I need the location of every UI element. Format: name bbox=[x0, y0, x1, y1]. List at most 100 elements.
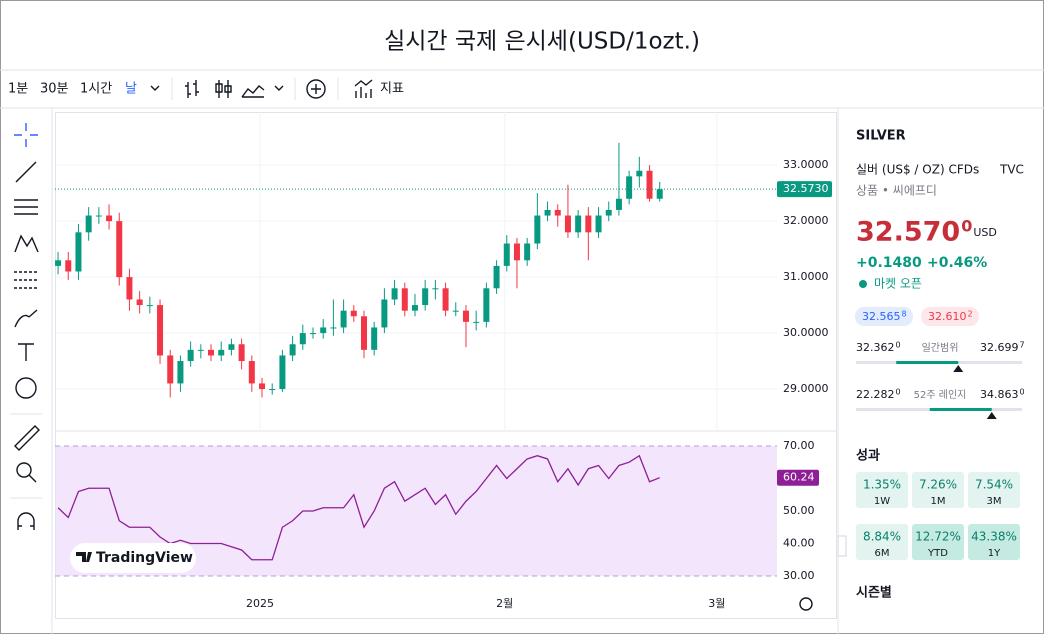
exchange: TVC bbox=[999, 163, 1024, 177]
candle-body bbox=[299, 333, 306, 345]
change-pct: +0.46% bbox=[927, 255, 987, 271]
perf-tile bbox=[856, 524, 908, 560]
text-tool[interactable] bbox=[18, 343, 34, 361]
bar-icon[interactable] bbox=[185, 80, 199, 98]
candle-body bbox=[136, 299, 143, 306]
candle-body bbox=[432, 288, 439, 290]
candle-icon[interactable] bbox=[215, 80, 232, 98]
last-price-tag bbox=[777, 181, 832, 198]
price-sup: 0 bbox=[961, 217, 972, 236]
y-tick-label: 30.0000 bbox=[783, 326, 829, 339]
rsi-tick-label: 30.00 bbox=[783, 569, 815, 582]
fib-tool[interactable] bbox=[14, 199, 38, 215]
candle-body bbox=[626, 176, 633, 199]
perf-tile bbox=[912, 524, 964, 560]
candle-body bbox=[248, 361, 255, 384]
ruler-tool[interactable] bbox=[14, 425, 40, 451]
candle-body bbox=[554, 209, 561, 216]
zoom-tool[interactable] bbox=[16, 462, 32, 478]
range-low-sup: 0 bbox=[896, 341, 901, 350]
area-icon[interactable] bbox=[241, 85, 265, 98]
candle-body bbox=[401, 288, 408, 311]
candle-body bbox=[75, 232, 82, 272]
candle-body bbox=[605, 209, 612, 216]
candle-body bbox=[483, 288, 490, 322]
settings-icon[interactable] bbox=[799, 597, 813, 611]
range-fill bbox=[929, 408, 992, 411]
range-low: 22.282 bbox=[856, 388, 895, 401]
perf-tile bbox=[912, 472, 964, 508]
candle-body bbox=[218, 349, 225, 356]
candle-body bbox=[503, 243, 510, 266]
logo: TradingView bbox=[96, 550, 193, 566]
x-tick-label: 2025 bbox=[246, 597, 274, 610]
pattern-tool[interactable] bbox=[14, 234, 39, 253]
candle-body bbox=[391, 288, 398, 300]
candle-body bbox=[55, 260, 62, 266]
candle-body bbox=[452, 310, 459, 312]
rsi-tag bbox=[777, 469, 819, 486]
candle-body bbox=[575, 215, 582, 233]
candle-body bbox=[360, 316, 367, 350]
candle-body bbox=[595, 215, 602, 233]
logo-pill bbox=[70, 543, 196, 573]
status: 마켓 오픈 bbox=[874, 277, 922, 291]
candle-body bbox=[126, 277, 133, 300]
crosshair-tool[interactable] bbox=[14, 123, 38, 147]
rsi-line bbox=[57, 454, 660, 561]
candle-body bbox=[146, 305, 153, 307]
perf-tile bbox=[968, 524, 1020, 560]
perf-value: 43.38% bbox=[971, 530, 1017, 544]
interval-active[interactable]: 날 bbox=[125, 82, 137, 97]
range-fill bbox=[896, 361, 959, 364]
section-title: 성과 bbox=[856, 449, 880, 464]
bid-sup: 8 bbox=[902, 310, 907, 319]
interval[interactable]: 1시간 bbox=[80, 82, 112, 97]
interval[interactable]: 30분 bbox=[40, 82, 69, 97]
candle-body bbox=[513, 243, 520, 261]
candle-body bbox=[238, 344, 245, 362]
collapse-button[interactable] bbox=[837, 535, 847, 557]
candle-body bbox=[85, 215, 92, 233]
bid-pill bbox=[855, 307, 913, 326]
candle-body bbox=[411, 305, 418, 311]
rsi-tick-label: 50.00 bbox=[783, 504, 815, 517]
perf-value: 1.35% bbox=[863, 478, 901, 492]
range-high: 32.699 bbox=[980, 341, 1019, 354]
candle-body bbox=[544, 209, 551, 216]
add-icon[interactable] bbox=[306, 79, 326, 99]
candle-body bbox=[585, 215, 592, 233]
line-tool[interactable] bbox=[15, 161, 37, 183]
candle-body bbox=[95, 215, 102, 217]
brush-tool[interactable] bbox=[14, 309, 38, 328]
range-label: 일간범위 bbox=[922, 341, 959, 354]
candle-body bbox=[65, 260, 72, 272]
perf-value: 7.54% bbox=[975, 478, 1013, 492]
range-low: 32.362 bbox=[856, 341, 895, 354]
status-dot bbox=[859, 280, 867, 288]
indicator-icon[interactable] bbox=[354, 79, 373, 98]
chevron[interactable] bbox=[150, 85, 160, 91]
perf-value: 8.84% bbox=[863, 530, 901, 544]
candle-body bbox=[371, 327, 378, 350]
ask-sup: 2 bbox=[968, 310, 973, 319]
chevron[interactable] bbox=[274, 85, 284, 91]
price: 32.570 bbox=[856, 217, 960, 248]
indicators-button[interactable]: 지표 bbox=[380, 82, 404, 97]
emoji-tool[interactable] bbox=[15, 377, 37, 399]
range-marker bbox=[986, 412, 997, 419]
projection-tool[interactable] bbox=[14, 271, 38, 289]
range-marker bbox=[953, 365, 964, 372]
candle-body bbox=[197, 349, 204, 351]
add-icon bbox=[311, 84, 321, 94]
candle-body bbox=[524, 243, 531, 261]
candle-body bbox=[442, 288, 449, 311]
candle-body bbox=[208, 349, 215, 356]
interval[interactable]: 1분 bbox=[8, 82, 28, 97]
page-title: 실시간 국제 은시세(USD/1ozt.) bbox=[384, 29, 700, 55]
magnet-tool[interactable] bbox=[17, 512, 35, 530]
bid: 32.565 bbox=[862, 310, 901, 323]
currency: USD bbox=[973, 226, 997, 239]
candle-body bbox=[279, 355, 286, 390]
candle-body bbox=[289, 344, 296, 356]
